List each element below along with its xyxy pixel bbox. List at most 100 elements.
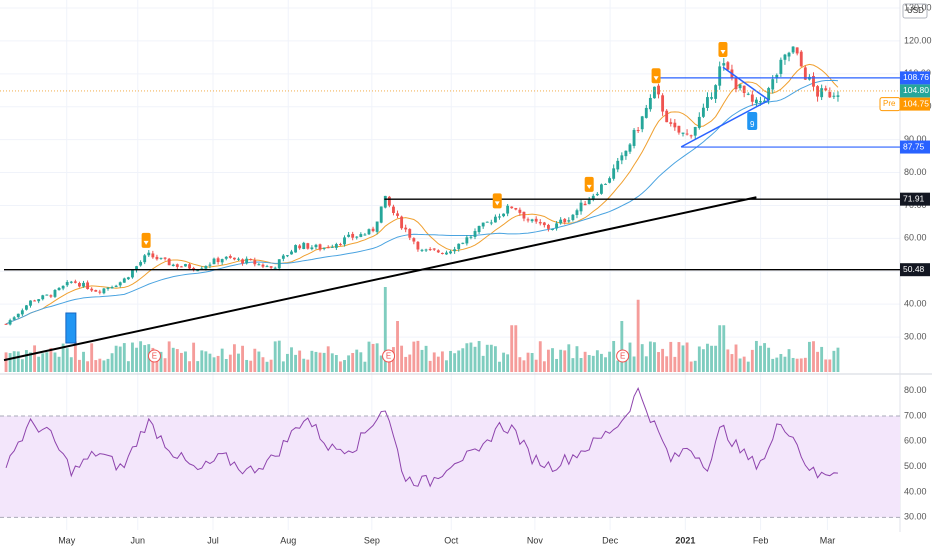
triangle-upper-line [722,66,770,101]
candle-body [706,97,709,108]
candle-body [836,95,840,97]
candle-body [163,257,167,259]
candle-body [701,107,705,117]
rsi-band [0,416,900,518]
candle-body [669,122,673,124]
volume-bar [143,345,147,372]
volume-bar [697,346,701,372]
volume-bar [420,349,424,372]
candle-body [306,243,310,249]
volume-bar [469,342,473,372]
candle-body [624,150,628,157]
volume-bar [184,351,187,372]
volume-bar [343,360,346,372]
price-axis-label: 120.00 [904,35,932,45]
volume-bar [220,348,224,372]
candle-body [722,63,726,66]
volume-bar [65,348,69,372]
candle-body [453,249,457,252]
candle-body [469,236,473,238]
candle-body [693,126,697,136]
candle-body [90,288,94,291]
volume-bar [734,344,738,372]
candle-body [139,262,143,266]
candle-body [640,116,644,130]
event-marker [718,41,728,57]
candle-body [269,266,273,268]
volume-bar [534,359,538,372]
candle-body [538,222,542,224]
candle-body [816,86,819,97]
volume-bar [567,344,571,372]
volume-bar [228,354,232,372]
volume-bar [310,350,314,372]
candle-body [604,183,607,185]
volume-bar [171,347,175,372]
volume-bar [16,351,20,372]
candle-body [363,234,367,236]
volume-bar [795,358,799,372]
candle-body [257,264,261,266]
candle-body [832,95,836,97]
rsi-pane [0,386,900,518]
volume-bar [355,349,359,372]
candle-body [551,229,554,231]
volume-bar [269,359,273,372]
volume-bar [701,349,705,372]
candle-body [371,228,375,232]
candle-body [359,234,363,237]
candle-body [750,94,754,102]
volume-bar [428,360,432,372]
volume-bar [306,359,310,372]
volume-bar [339,361,342,372]
price-axis-label: 30.00 [904,331,927,341]
level-tag: 50.48 [903,264,925,274]
volume-bar [188,361,191,372]
price-axis-label: 60.00 [904,233,927,243]
volume-bar [836,347,840,372]
volume-bar [351,352,355,372]
candle-body [245,258,249,264]
volume-bar [787,349,791,372]
candle-body [167,258,171,266]
volume-bar [82,351,85,372]
volume-bar [424,345,428,372]
candle-body [779,59,783,74]
candle-body [583,203,587,206]
volume-bar [648,341,652,372]
event-marker-arrow-icon [494,201,500,206]
volume-bar [318,352,322,372]
volume-bar [175,349,179,372]
candle-body [171,264,175,267]
candle-body [526,219,530,221]
candle-body [265,266,269,268]
date-axis-label: Jun [131,535,146,545]
event-marker [141,232,151,248]
candle-body [98,291,102,293]
volume-bar [400,345,404,372]
candle-body [677,125,681,133]
earnings-label: E [152,352,157,361]
candle-body [179,266,183,268]
rsi-axis-label: 50.00 [904,461,927,471]
candle-body [314,244,318,248]
volume-bar [265,361,269,372]
date-axis-label: Aug [280,535,296,545]
currency-badge [902,3,928,19]
candle-body [204,265,208,269]
candle-body [522,211,526,219]
volume-bar [273,341,277,372]
candle-body [196,270,200,272]
pre-price-tag-bg [900,97,930,111]
candle-body [681,132,685,134]
volume-bar [812,341,815,372]
volume-bar [714,345,718,372]
volume-bar [204,351,208,372]
candle-body [518,209,522,213]
volume-bar [616,360,620,372]
level-tag: 71.91 [903,193,925,203]
candle-body [628,144,632,152]
event-marker [584,176,594,192]
candle-body [86,282,90,290]
